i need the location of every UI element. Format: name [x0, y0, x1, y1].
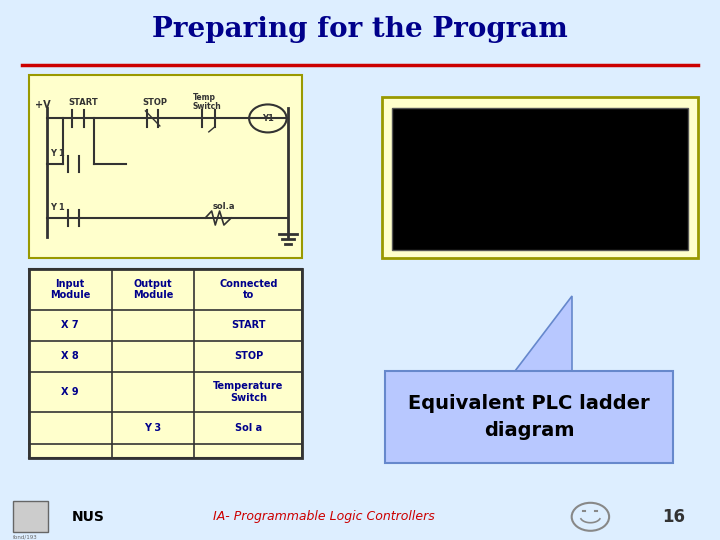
Text: Switch: Switch [193, 102, 222, 111]
FancyBboxPatch shape [29, 76, 302, 259]
Text: sol.a: sol.a [212, 201, 235, 211]
Text: Preparing for the Program: Preparing for the Program [152, 16, 568, 43]
FancyBboxPatch shape [29, 269, 302, 457]
Text: X 9: X 9 [61, 387, 79, 397]
Text: Temperature
Switch: Temperature Switch [213, 381, 284, 403]
Text: Sol a: Sol a [235, 423, 262, 433]
Bar [13, 501, 48, 532]
Text: Input
Module: Input Module [50, 279, 91, 300]
Bar [392, 107, 688, 251]
Text: X 8: X 8 [61, 352, 79, 361]
Text: Y 1: Y 1 [50, 202, 65, 212]
Text: Connected
to: Connected to [219, 279, 278, 300]
Text: START: START [68, 98, 98, 107]
Text: STOP: STOP [143, 98, 168, 107]
Text: NUS: NUS [72, 510, 105, 524]
FancyBboxPatch shape [382, 97, 698, 259]
Text: 16: 16 [662, 508, 685, 526]
Text: Y 3: Y 3 [145, 423, 161, 433]
Text: Y 1: Y 1 [50, 149, 65, 158]
Text: X 7: X 7 [61, 320, 79, 330]
Polygon shape [515, 296, 572, 372]
Text: STOP: STOP [234, 352, 263, 361]
Text: Output
Module: Output Module [132, 279, 174, 300]
FancyBboxPatch shape [385, 372, 673, 463]
Text: fond/193: fond/193 [13, 534, 37, 539]
Text: START: START [231, 320, 266, 330]
Text: +V: +V [35, 100, 50, 110]
Text: Y1: Y1 [262, 114, 274, 123]
Text: Equivalent PLC ladder
diagram: Equivalent PLC ladder diagram [408, 394, 650, 440]
Text: Temp: Temp [193, 93, 216, 103]
Text: IA- Programmable Logic Controllers: IA- Programmable Logic Controllers [213, 510, 435, 523]
